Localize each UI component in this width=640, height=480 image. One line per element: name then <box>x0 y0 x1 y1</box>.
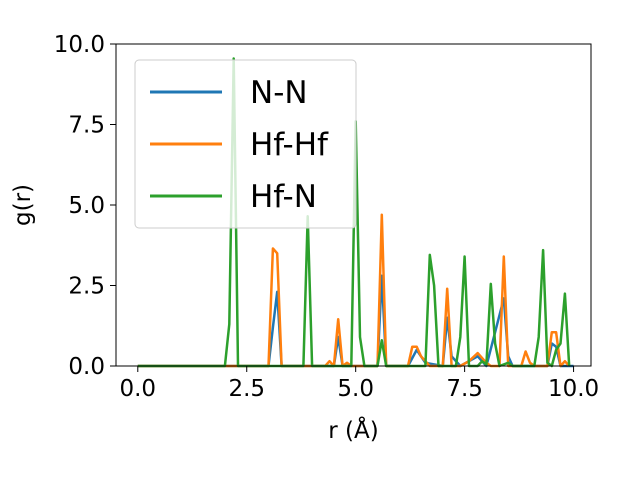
x-axis: 0.0 2.5 5.0 7.5 10.0 <box>119 366 599 402</box>
legend: N-N Hf-Hf Hf-N <box>134 59 357 229</box>
y-axis-label: g(r) <box>10 184 36 226</box>
y-tick-label: 0.0 <box>68 354 105 380</box>
x-tick-label: 0.0 <box>119 376 156 402</box>
x-axis-label: r (Å) <box>328 416 378 444</box>
y-tick-label: 2.5 <box>68 274 105 300</box>
legend-label-hf-n: Hf-N <box>250 179 317 215</box>
x-tick-label: 7.5 <box>446 376 483 402</box>
y-tick-label: 7.5 <box>68 113 105 139</box>
series-line-hf-n <box>137 57 571 368</box>
y-axis: 0.0 2.5 5.0 7.5 10.0 <box>54 32 116 380</box>
x-tick-label: 10.0 <box>548 376 599 402</box>
legend-label-n-n: N-N <box>250 75 308 111</box>
y-tick-label: 10.0 <box>54 32 105 58</box>
legend-label-hf-hf: Hf-Hf <box>250 127 329 163</box>
x-tick-label: 5.0 <box>337 376 374 402</box>
x-tick-label: 2.5 <box>228 376 265 402</box>
y-tick-label: 5.0 <box>68 193 105 219</box>
legend-box <box>134 59 357 229</box>
